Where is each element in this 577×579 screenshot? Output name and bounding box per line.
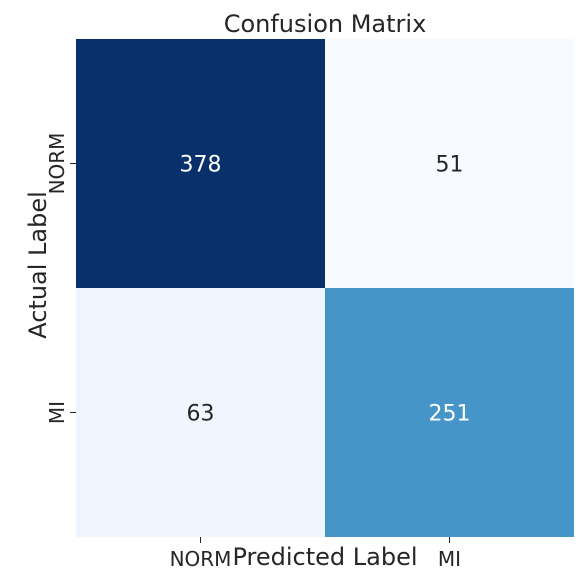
heatmap-cells (76, 39, 574, 537)
heatmap-cell-0-1 (325, 39, 574, 288)
y-axis-label: Actual Label (24, 191, 52, 339)
y-axis-ticks: NORM MI (45, 133, 76, 424)
heatmap-cell-labels: 378 51 63 251 (180, 153, 471, 427)
x-axis-ticks: NORM MI (170, 537, 461, 571)
x-tick-label-1: MI (438, 547, 461, 571)
cell-value-label-1-0: 63 (187, 402, 215, 427)
y-tick-label-0: NORM (45, 133, 69, 195)
cell-value-label-0-1: 51 (436, 153, 464, 178)
x-tick-label-0: NORM (170, 547, 232, 571)
chart-title: Confusion Matrix (224, 10, 427, 38)
cell-value-label-0-0: 378 (180, 153, 222, 178)
cell-value-label-1-1: 251 (429, 402, 471, 427)
heatmap-cell-0-0 (76, 39, 325, 288)
y-tick-label-1: MI (45, 401, 69, 424)
x-axis-label: Predicted Label (232, 543, 417, 571)
heatmap-cell-1-0 (76, 288, 325, 537)
heatmap-cell-1-1 (325, 288, 574, 537)
